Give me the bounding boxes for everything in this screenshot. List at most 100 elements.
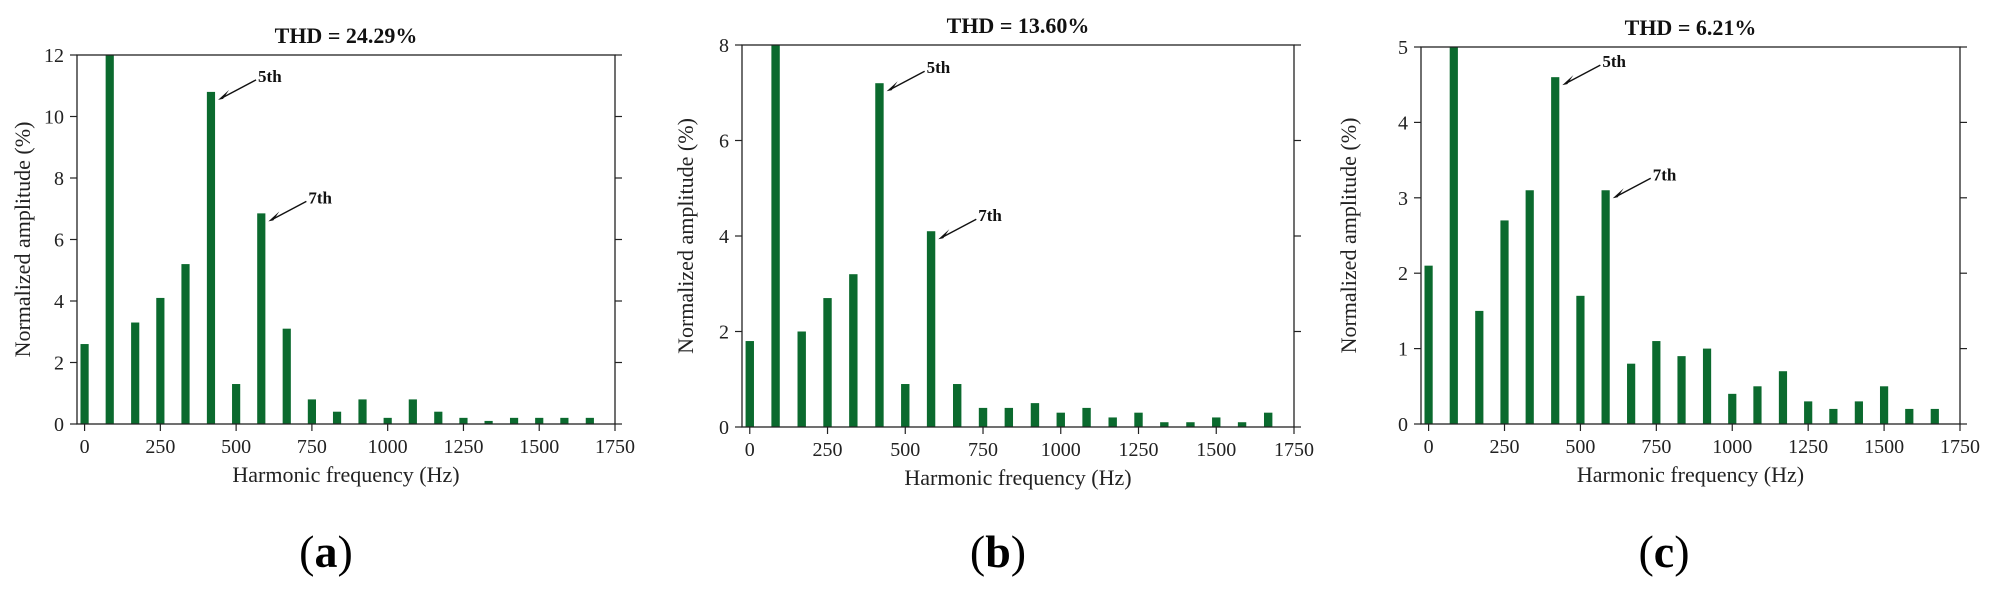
annotation-arrowhead [1562, 75, 1574, 86]
y-axis-label: Normalized amplitude (%) [1336, 118, 1361, 354]
x-tick-label: 1500 [519, 436, 559, 458]
x-axis-label: Harmonic frequency (Hz) [232, 462, 459, 487]
bar [282, 328, 291, 424]
x-tick-label: 0 [745, 439, 755, 461]
x-tick-label: 1000 [1041, 439, 1081, 461]
x-tick-label: 1500 [1196, 439, 1236, 461]
bar [560, 417, 569, 424]
annotation-label: 7th [1653, 165, 1677, 184]
bar [1525, 190, 1534, 424]
bar [1134, 412, 1143, 427]
y-tick-label: 12 [44, 45, 64, 67]
annotation-arrowhead [1612, 188, 1624, 199]
bar [1030, 403, 1040, 427]
bar [1160, 422, 1169, 427]
annotation-label: 7th [978, 206, 1002, 225]
bar [408, 399, 417, 424]
bar [1905, 408, 1914, 424]
annotation-arrow-line [890, 70, 925, 90]
bar [1449, 47, 1458, 424]
bar [484, 420, 493, 424]
bar [1804, 401, 1813, 424]
bar [1829, 408, 1838, 424]
x-tick-label: 750 [968, 439, 998, 461]
y-tick-label: 4 [54, 291, 64, 313]
x-tick-label: 1750 [595, 436, 635, 458]
caption-c: (c) [1638, 526, 1690, 577]
bar [1004, 407, 1014, 427]
y-tick-label: 8 [719, 35, 729, 57]
annotation-arrowhead [938, 229, 950, 240]
bar [257, 213, 266, 424]
bar [1551, 77, 1560, 424]
chart-panel-a: 0 250 500 750 1000 1250 1500 1750 0 2 4 6 8 10 12 THD =… [10, 23, 635, 487]
caption-a: (a) [299, 526, 353, 577]
bar [849, 274, 858, 427]
bar [535, 417, 544, 424]
y-tick-label: 4 [1398, 112, 1408, 134]
bar [1212, 417, 1221, 427]
bar [459, 417, 468, 424]
y-axis-label: Normalized amplitude (%) [10, 122, 35, 358]
bar [1056, 412, 1065, 427]
bar [358, 399, 367, 424]
caption-b: (b) [969, 526, 1027, 577]
bars [745, 45, 1273, 427]
bar [80, 344, 89, 424]
x-tick-label: 1500 [1864, 436, 1904, 458]
y-axis-label: Normalized amplitude (%) [673, 118, 698, 354]
bar [1500, 220, 1509, 424]
annotation-label: 5th [1602, 52, 1626, 71]
y-tick-label: 5 [1398, 37, 1408, 59]
y-tick-label: 2 [54, 353, 64, 375]
x-tick-label: 750 [297, 436, 327, 458]
x-tick-label: 500 [1565, 436, 1595, 458]
bar [823, 298, 832, 427]
caption-letter-b: b [985, 526, 1011, 577]
bar [585, 417, 594, 424]
bar [1930, 408, 1939, 424]
bar [1237, 422, 1247, 427]
y-tick-label: 1 [1398, 339, 1408, 361]
plot-frame [1420, 46, 1961, 425]
annotation-arrow-line [1565, 64, 1601, 84]
x-tick-label: 1250 [1788, 436, 1828, 458]
y-tick-label: 0 [54, 414, 64, 436]
bar [1576, 295, 1585, 424]
chart-panel-c: 0 250 500 750 1000 1250 1500 1750 0 1 2 3 4 5 THD = 6.… [1336, 15, 1980, 487]
annotation-arrow-line [272, 200, 307, 220]
bar [901, 384, 910, 427]
x-tick-label: 0 [1424, 436, 1434, 458]
bar [1263, 412, 1273, 427]
bars [1424, 47, 1939, 424]
bar [953, 384, 962, 427]
y-tick-label: 2 [719, 322, 729, 344]
bar [206, 91, 216, 425]
chart-panel-b: 0 250 500 750 1000 1250 1500 1750 0 2 4 6 8 THD = 13.… [673, 13, 1314, 490]
y-tick-label: 3 [1398, 188, 1408, 210]
annotation-arrow-line [221, 79, 257, 99]
bar [1753, 386, 1762, 424]
x-tick-label: 750 [1641, 436, 1671, 458]
bar [745, 341, 754, 427]
bar [926, 231, 936, 427]
annotation-label: 5th [927, 58, 951, 77]
x-tick-label: 1250 [443, 436, 483, 458]
bar [1702, 348, 1712, 424]
chart-title: THD = 13.60% [947, 13, 1090, 38]
bar [156, 297, 165, 424]
bar [232, 384, 241, 424]
bar [181, 264, 190, 424]
annotation-arrow-line [1616, 177, 1652, 197]
annotation-arrowhead [218, 89, 230, 100]
bar [1108, 417, 1117, 427]
bar [797, 331, 806, 427]
x-tick-label: 1000 [1712, 436, 1752, 458]
caption-letter-a: a [314, 526, 338, 577]
bar [1854, 401, 1863, 424]
bars [80, 55, 594, 425]
y-tick-label: 0 [1398, 414, 1408, 436]
bar [1879, 386, 1889, 424]
y-tick-label: 10 [44, 107, 64, 129]
